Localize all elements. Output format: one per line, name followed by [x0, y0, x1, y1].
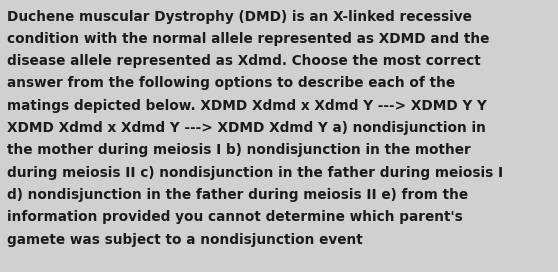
Text: answer from the following options to describe each of the: answer from the following options to des… [7, 76, 455, 90]
Text: matings depicted below. XDMD Xdmd x Xdmd Y ---> XDMD Y Y: matings depicted below. XDMD Xdmd x Xdmd… [7, 99, 487, 113]
Text: disease allele represented as Xdmd. Choose the most correct: disease allele represented as Xdmd. Choo… [7, 54, 481, 68]
Text: during meiosis II c) nondisjunction in the father during meiosis I: during meiosis II c) nondisjunction in t… [7, 166, 503, 180]
Text: Duchene muscular Dystrophy (DMD) is an X-linked recessive: Duchene muscular Dystrophy (DMD) is an X… [7, 10, 472, 23]
Text: information provided you cannot determine which parent's: information provided you cannot determin… [7, 210, 463, 224]
Text: condition with the normal allele represented as XDMD and the: condition with the normal allele represe… [7, 32, 489, 46]
Text: the mother during meiosis I b) nondisjunction in the mother: the mother during meiosis I b) nondisjun… [7, 143, 471, 157]
Text: XDMD Xdmd x Xdmd Y ---> XDMD Xdmd Y a) nondisjunction in: XDMD Xdmd x Xdmd Y ---> XDMD Xdmd Y a) n… [7, 121, 486, 135]
Text: gamete was subject to a nondisjunction event: gamete was subject to a nondisjunction e… [7, 233, 363, 246]
Text: d) nondisjunction in the father during meiosis II e) from the: d) nondisjunction in the father during m… [7, 188, 468, 202]
